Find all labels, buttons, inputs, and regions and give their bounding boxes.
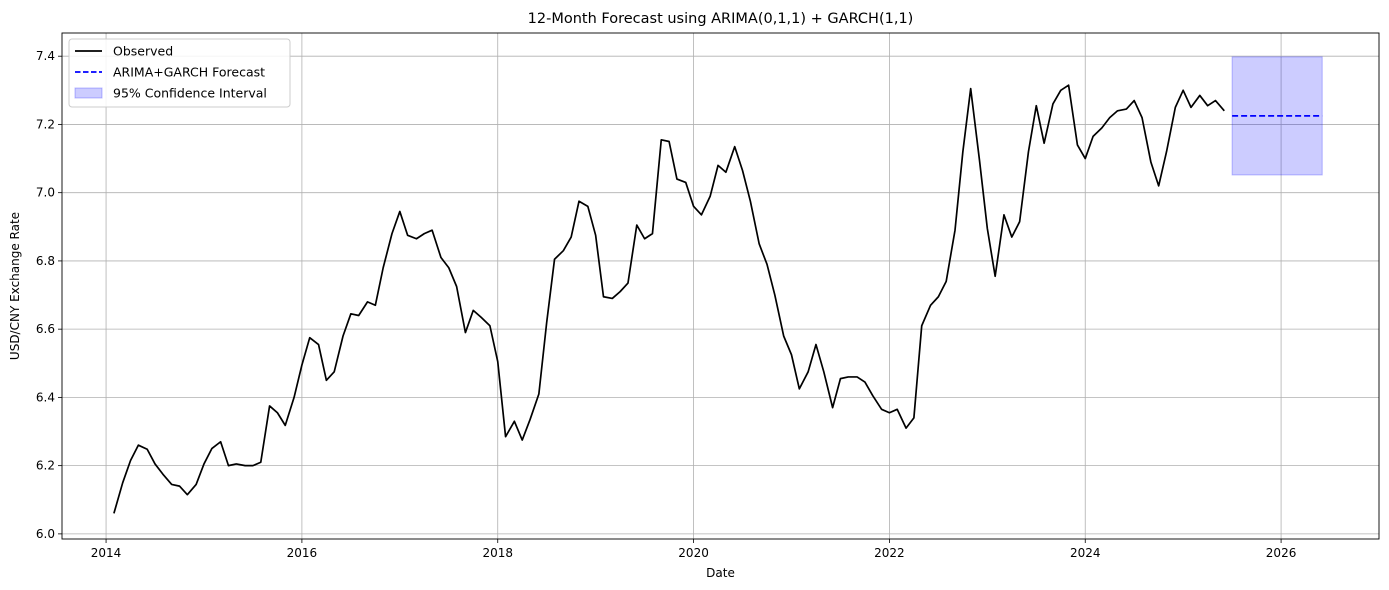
legend-label-confidence-interval: 95% Confidence Interval [113, 86, 267, 101]
observed-series-line [113, 84, 1225, 514]
x-tick-label: 2022 [874, 546, 905, 560]
y-tick-label: 6.2 [36, 459, 55, 473]
legend: Observed ARIMA+GARCH Forecast 95% Confid… [68, 38, 291, 108]
grid [62, 33, 1379, 539]
y-axis-label: USD/CNY Exchange Rate [8, 212, 22, 360]
y-axis-ticks: 6.0 6.2 6.4 6.6 6.8 7.0 7.2 7.4 [36, 49, 62, 541]
y-tick-label: 7.0 [36, 186, 55, 200]
x-tick-label: 2020 [678, 546, 709, 560]
x-tick-label: 2016 [287, 546, 318, 560]
x-tick-label: 2024 [1070, 546, 1101, 560]
series-layer [113, 84, 1323, 514]
legend-box [68, 38, 291, 108]
y-tick-label: 6.4 [36, 390, 55, 404]
legend-swatch-confidence-interval [74, 87, 103, 99]
y-tick-label: 7.2 [36, 117, 55, 131]
chart-title: 12-Month Forecast using ARIMA(0,1,1) + G… [528, 11, 914, 27]
legend-label-observed: Observed [113, 44, 173, 59]
y-tick-label: 6.0 [36, 527, 55, 541]
y-tick-label: 7.4 [36, 49, 55, 63]
x-axis-label: Date [706, 566, 735, 580]
legend-label-forecast: ARIMA+GARCH Forecast [113, 65, 265, 80]
x-tick-label: 2026 [1266, 546, 1297, 560]
x-tick-label: 2014 [91, 546, 122, 560]
y-tick-label: 6.6 [36, 322, 55, 336]
x-axis-ticks: 2014 2016 2018 2020 2022 2024 2026 [91, 539, 1297, 560]
x-tick-label: 2018 [482, 546, 513, 560]
plot-frame [61, 32, 1380, 540]
y-tick-label: 6.8 [36, 254, 55, 268]
